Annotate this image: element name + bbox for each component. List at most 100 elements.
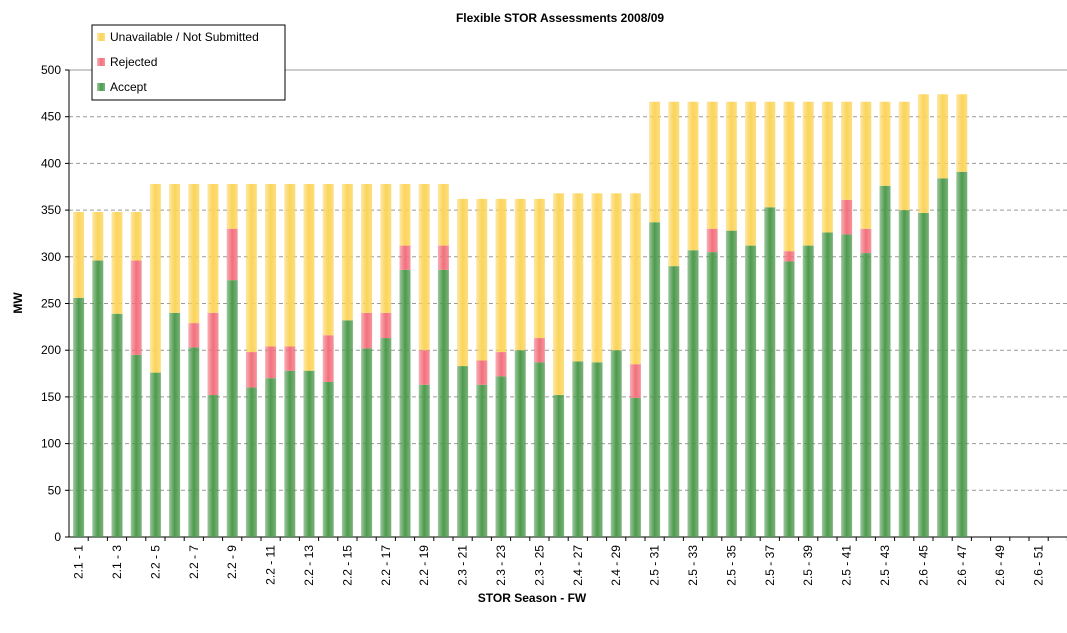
bar-segment bbox=[668, 101, 680, 267]
bar-segment bbox=[591, 362, 603, 537]
bar-segment bbox=[802, 101, 814, 246]
bar-segment bbox=[937, 178, 949, 537]
bar-segment bbox=[476, 360, 488, 385]
bar-segment bbox=[687, 101, 699, 251]
bar-segment bbox=[380, 183, 392, 313]
bar-segment bbox=[73, 211, 85, 298]
bar-segment bbox=[245, 183, 257, 353]
bar-segment bbox=[879, 185, 891, 538]
bar-segment bbox=[533, 362, 545, 537]
bar-segment bbox=[725, 101, 737, 231]
bar-segment bbox=[687, 250, 699, 537]
bar-segment bbox=[149, 183, 161, 373]
x-tick-label: 2.5 - 37 bbox=[763, 545, 777, 586]
bar-segment bbox=[341, 320, 353, 537]
x-tick-label: 2.6 - 51 bbox=[1032, 545, 1046, 586]
bar-segment bbox=[284, 346, 296, 371]
x-tick-label: 2.5 - 43 bbox=[878, 545, 892, 586]
bar-segment bbox=[956, 94, 968, 172]
bar-segment bbox=[437, 245, 449, 270]
bar-segment bbox=[457, 366, 469, 537]
bar-segment bbox=[706, 101, 718, 229]
legend: Unavailable / Not Submitted Rejected Accep… bbox=[91, 24, 286, 101]
legend-swatch bbox=[97, 58, 105, 66]
bar-segment bbox=[130, 260, 142, 355]
bar-segment bbox=[437, 183, 449, 246]
bar-segment bbox=[341, 183, 353, 321]
bar-segment bbox=[322, 335, 334, 382]
bar-segment bbox=[265, 183, 277, 347]
bar-segment bbox=[169, 312, 181, 537]
y-tick-label: 0 bbox=[54, 530, 61, 544]
bar-segment bbox=[226, 228, 238, 281]
bar-segment bbox=[764, 207, 776, 537]
bar-segment bbox=[284, 370, 296, 537]
y-tick-label: 400 bbox=[41, 156, 61, 170]
bar-segment bbox=[783, 251, 795, 262]
bar-segment bbox=[245, 387, 257, 537]
bar-segment bbox=[629, 193, 641, 365]
bar-segment bbox=[629, 397, 641, 537]
x-tick-label: 2.4 - 29 bbox=[609, 545, 623, 586]
y-tick-label: 500 bbox=[41, 63, 61, 77]
bar-segment bbox=[418, 384, 430, 537]
x-tick-label: 2.2 - 17 bbox=[379, 545, 393, 586]
bar-segment bbox=[610, 193, 622, 351]
bar-segment bbox=[956, 171, 968, 537]
x-tick-label: 2.4 - 27 bbox=[571, 545, 585, 586]
bar-segment bbox=[130, 211, 142, 261]
x-tick-label: 2.2 - 15 bbox=[340, 545, 354, 586]
bar-segment bbox=[860, 253, 872, 537]
bar-segment bbox=[514, 198, 526, 351]
bar-segment bbox=[649, 222, 661, 537]
y-tick-label: 450 bbox=[41, 110, 61, 124]
y-tick-label: 350 bbox=[41, 203, 61, 217]
bar-segment bbox=[207, 183, 219, 313]
bar-segment bbox=[591, 193, 603, 363]
x-tick-label: 2.2 - 5 bbox=[148, 545, 162, 579]
bar-segment bbox=[841, 101, 853, 200]
y-tick-label: 300 bbox=[41, 250, 61, 264]
bar-segment bbox=[92, 211, 104, 261]
bar-segment bbox=[207, 395, 219, 537]
x-tick-label: 2.5 - 41 bbox=[840, 545, 854, 586]
y-tick-label: 150 bbox=[41, 390, 61, 404]
x-tick-label: 2.1 - 3 bbox=[110, 545, 124, 579]
bar-segment bbox=[533, 198, 545, 339]
bar-segment bbox=[514, 350, 526, 537]
bar-segment bbox=[860, 228, 872, 254]
bar-segment bbox=[322, 381, 334, 537]
bar-segment bbox=[533, 338, 545, 363]
bar-segment bbox=[495, 352, 507, 377]
bar-segment bbox=[898, 101, 910, 211]
bar-segment bbox=[553, 193, 565, 396]
bar-segment bbox=[495, 198, 507, 353]
bar-segment bbox=[706, 252, 718, 537]
x-tick-label: 2.2 - 7 bbox=[187, 545, 201, 579]
bar-segment bbox=[476, 198, 488, 361]
bar-segment bbox=[130, 354, 142, 537]
bar-segment bbox=[841, 234, 853, 537]
y-tick-label: 250 bbox=[41, 297, 61, 311]
bar-segment bbox=[418, 183, 430, 351]
bar-segment bbox=[437, 269, 449, 537]
x-tick-label: 2.5 - 39 bbox=[801, 545, 815, 586]
bar-segment bbox=[303, 183, 315, 371]
bar-segment bbox=[649, 101, 661, 223]
bar-segment bbox=[706, 228, 718, 253]
x-tick-label: 2.3 - 23 bbox=[494, 545, 508, 586]
bar-segment bbox=[92, 260, 104, 537]
bar-segment bbox=[361, 312, 373, 349]
bar-segment bbox=[917, 212, 929, 538]
bar-segment bbox=[111, 313, 123, 537]
bar-segment bbox=[553, 395, 565, 537]
x-tick-label: 2.6 - 47 bbox=[955, 545, 969, 586]
bar-segment bbox=[821, 101, 833, 233]
bar-segment bbox=[322, 183, 334, 336]
bar-segment bbox=[265, 378, 277, 537]
bar-segment bbox=[917, 94, 929, 213]
y-tick-label: 200 bbox=[41, 343, 61, 357]
x-tick-label: 2.2 - 19 bbox=[417, 545, 431, 586]
bar-segment bbox=[821, 232, 833, 538]
